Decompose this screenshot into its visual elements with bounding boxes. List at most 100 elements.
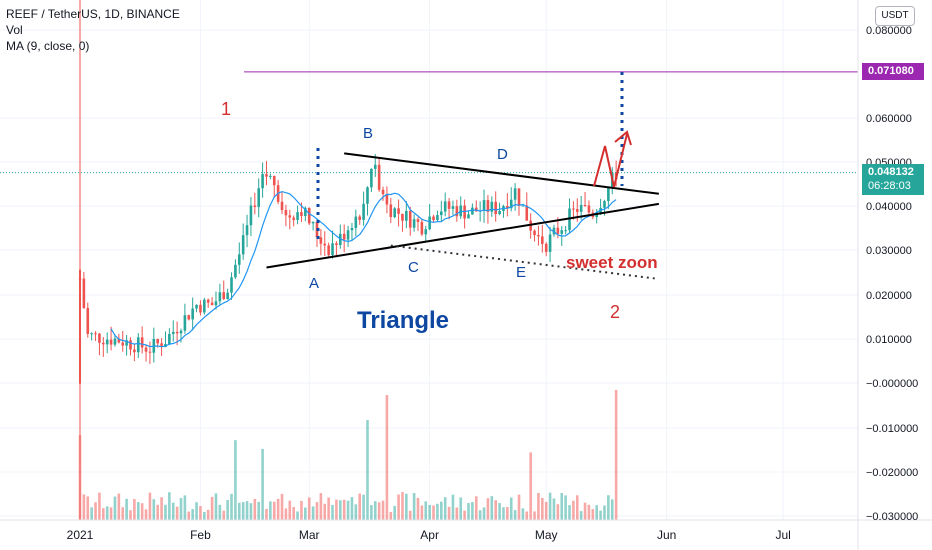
candle-body xyxy=(300,212,303,216)
ma-indicator-label[interactable]: MA (9, close, 0) xyxy=(6,39,90,53)
volume-bar xyxy=(366,420,369,520)
volume-bar xyxy=(331,504,334,520)
candle-body xyxy=(412,219,416,228)
candle-body xyxy=(486,200,490,212)
volume-bar xyxy=(610,499,614,520)
candle-body xyxy=(498,210,501,215)
point-label-d: D xyxy=(497,146,508,163)
candle-body xyxy=(203,299,206,313)
volume-bar xyxy=(109,507,113,520)
candle-body xyxy=(377,164,381,190)
candle-body xyxy=(195,304,198,309)
volume-bar xyxy=(342,499,346,520)
candle-body xyxy=(583,205,587,207)
candle-body xyxy=(160,343,163,348)
candle-body xyxy=(144,347,148,352)
candle-body xyxy=(175,331,179,334)
volume-bar xyxy=(537,493,540,520)
candle-body xyxy=(346,230,350,240)
candle-body xyxy=(218,292,222,302)
candle-body xyxy=(548,234,552,252)
volume-bar xyxy=(587,504,591,520)
volume-bar xyxy=(373,501,377,520)
projection-arrowhead xyxy=(614,130,632,146)
volume-bar xyxy=(463,510,466,520)
volume-bar xyxy=(467,502,470,520)
candle-body xyxy=(269,175,272,177)
volume-bar xyxy=(257,501,261,520)
volume-bar xyxy=(591,509,595,520)
candle-body xyxy=(187,315,191,320)
time-tick-label: 2021 xyxy=(67,528,94,542)
candle-body xyxy=(603,201,606,208)
volume-bar xyxy=(506,507,509,520)
candle-body xyxy=(424,229,428,235)
candle-body xyxy=(257,188,261,207)
lower-trendline xyxy=(266,202,660,269)
candle-body xyxy=(432,216,435,220)
volume-bar xyxy=(94,502,97,520)
price-tick-label: 0.020000 xyxy=(866,290,912,302)
volume-bar xyxy=(183,495,187,520)
volume-bar xyxy=(579,511,583,520)
volume-bar xyxy=(160,497,163,520)
time-tick-label: May xyxy=(535,528,558,542)
candle-body xyxy=(564,230,567,232)
candle-body xyxy=(261,174,264,189)
candle-body xyxy=(199,304,202,313)
volume-bar xyxy=(140,503,144,520)
volume-bar xyxy=(354,504,358,520)
volume-bar xyxy=(401,492,404,520)
volume-bar xyxy=(272,501,276,520)
candle-body xyxy=(222,292,226,300)
candle-body xyxy=(319,237,323,244)
currency-button[interactable]: USDT xyxy=(875,6,915,26)
candle-body xyxy=(121,342,125,346)
volume-bar xyxy=(82,494,86,520)
candle-body xyxy=(482,200,486,211)
volume-bar xyxy=(513,510,517,520)
symbol-title[interactable]: REEF / TetherUS, 1D, BINANCE xyxy=(6,7,180,21)
volume-bar xyxy=(171,502,175,520)
volume-bar xyxy=(443,497,447,520)
candle-body xyxy=(401,213,404,221)
candle-body xyxy=(451,206,455,209)
volume-bar xyxy=(237,502,241,520)
candle-body xyxy=(525,205,529,221)
price-tick-label: 0.080000 xyxy=(866,25,912,37)
candle-body xyxy=(408,210,412,228)
volume-bar xyxy=(245,501,249,520)
sweet-zone-label: sweet zoon xyxy=(566,253,658,272)
candle-body xyxy=(125,340,128,346)
volume-bar xyxy=(490,496,494,520)
volume-bar xyxy=(471,502,474,520)
candle-body xyxy=(179,330,183,334)
volume-bar xyxy=(300,500,303,520)
volume-bar xyxy=(230,493,233,520)
candle-body xyxy=(370,168,373,188)
candle-body xyxy=(428,216,431,230)
dotted-support-line xyxy=(390,244,656,280)
volume-bar xyxy=(129,510,132,520)
candle-body xyxy=(90,333,93,335)
candle-body xyxy=(440,211,443,216)
time-tick-label: Apr xyxy=(420,528,439,542)
volume-bar xyxy=(156,504,159,520)
volume-bar xyxy=(78,435,82,520)
candle-body xyxy=(86,307,90,334)
volume-bar xyxy=(125,498,128,520)
candle-body xyxy=(560,230,564,234)
candle-body xyxy=(136,337,140,353)
price-tick-label: −0.000000 xyxy=(866,378,918,390)
volume-indicator-label[interactable]: Vol xyxy=(6,23,23,37)
chart-grid xyxy=(0,0,858,520)
candle-body xyxy=(335,243,338,246)
candle-body xyxy=(117,338,121,343)
pattern-title: Triangle xyxy=(357,307,449,334)
volume-bar xyxy=(269,501,272,520)
candle-body xyxy=(265,174,268,177)
volume-bar xyxy=(568,505,571,520)
candle-body xyxy=(354,216,358,229)
candle-body xyxy=(156,338,159,344)
